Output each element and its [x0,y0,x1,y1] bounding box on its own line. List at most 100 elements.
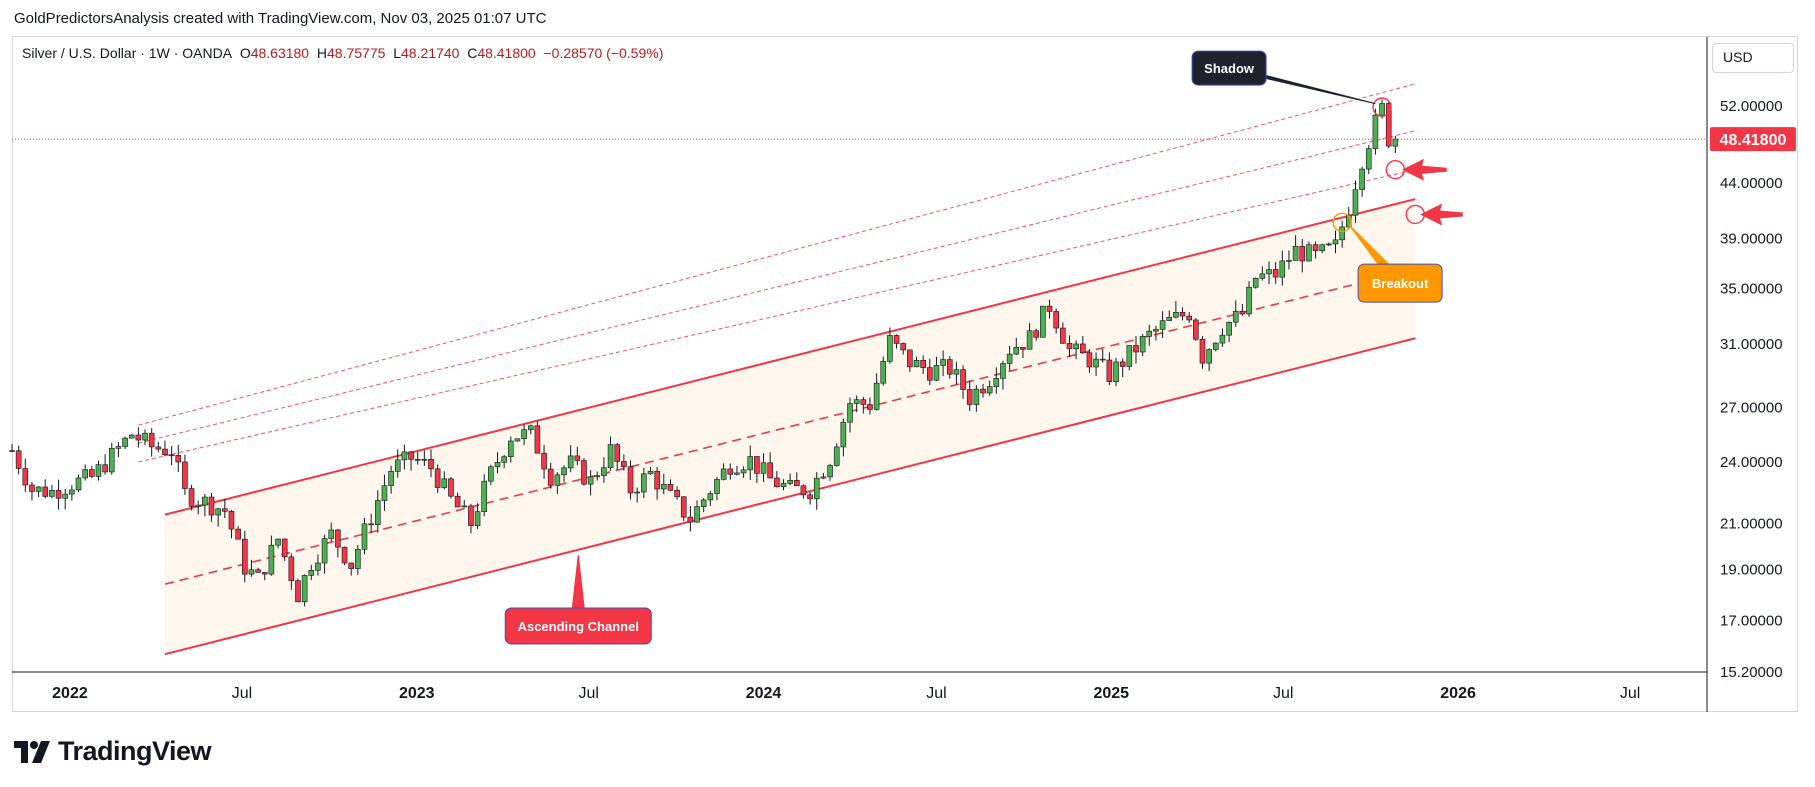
candle-body [1040,305,1046,338]
candle-body [1113,361,1119,382]
candle-body [880,361,887,384]
tradingview-logo-icon [14,740,50,763]
candle-body [893,335,900,344]
candle-body [335,529,341,548]
candle-body [873,382,880,410]
candle-body [960,369,966,390]
candle-body [654,470,660,490]
candle-body [1119,361,1126,367]
current-price-tag-box [1710,127,1796,152]
candle-body [581,460,587,485]
candle-body [308,570,315,576]
x-tick-label: 2023 [399,685,435,702]
candle-body [920,359,926,368]
candle-body [707,493,714,501]
candle-body [102,464,108,473]
candle-body [315,562,321,571]
breakout-callout-label: Breakout [1372,276,1429,291]
candle-body [966,389,973,405]
candle-body [1379,103,1385,116]
candle-body [155,446,162,450]
candle-body [667,484,674,491]
candle-body [408,451,414,460]
chart-frame[interactable] [12,36,1798,712]
close-label: C [467,45,478,61]
candle-body [787,480,793,484]
candle-body [1312,244,1319,252]
candle-body [215,508,221,516]
candle-body [235,528,241,540]
candle-body [228,510,235,530]
candle-body [241,538,248,575]
candle-body [720,468,727,480]
candle-body [414,459,421,461]
outer-trend-line-2 [138,130,1416,444]
candle-body [953,369,960,375]
candle-body [1166,316,1173,321]
candle-body [208,496,215,516]
close-value: 48.41800 [477,45,536,61]
candle-body [927,367,933,381]
candle-body [541,452,547,470]
candle-body [162,448,168,456]
candle-body [1093,358,1099,368]
candle-body [660,484,667,490]
x-tick-label: Jul [1273,685,1293,702]
candle-body [527,425,534,430]
high-label: H [316,45,328,61]
candle-body [793,480,800,487]
candle-body [621,461,627,468]
candle-body [767,462,773,479]
candle-body [488,466,494,482]
candle-body [980,388,986,394]
candle-body [993,378,1000,387]
tradingview-logo[interactable]: TradingView [14,736,212,767]
candle-body [1306,244,1312,262]
candle-body [561,467,567,476]
candle-body [374,500,381,526]
y-tick-label: 35.00000 [1720,280,1783,297]
candle-body [1133,345,1139,353]
candle-body [1079,343,1086,354]
candle-body [907,349,913,368]
candle-body [69,489,75,495]
candle-body [1066,343,1073,350]
candle-body [1392,138,1399,147]
symbol-title[interactable]: Silver / U.S. Dollar · 1W · OANDA [22,45,233,61]
candle-body [461,505,468,508]
candle-body [1352,189,1359,216]
candle-body [774,477,780,488]
candle-body [434,468,441,488]
candle-body [813,477,820,500]
symbol-legend: Silver / U.S. Dollar · 1W · OANDA O48.63… [22,45,663,61]
candle-body [202,496,208,506]
ascending-channel-callout-label: Ascending Channel [518,619,639,634]
candle-body [35,486,42,492]
candle-body [1239,310,1246,315]
candle-body [188,488,195,507]
candle-body [89,469,95,477]
ascending-channel-callout-box [504,607,652,645]
ascending-channel-callout: Ascending Channel [504,555,652,645]
candle-body [534,425,541,454]
candle-body [195,504,202,507]
candle-body [62,493,69,499]
candle-body [514,438,521,442]
candle-body [441,478,448,488]
candle-body [827,465,833,478]
candle-body [355,549,361,569]
currency-selector[interactable]: USD [1712,43,1794,73]
y-tick-label: 24.00000 [1720,454,1783,471]
candle-body [1086,352,1093,368]
candle-body [1319,244,1326,252]
candle-body [281,538,288,558]
candle-body [913,359,920,368]
candle-body [49,490,55,497]
channel-fill [165,199,1416,655]
candle-body [887,335,893,362]
candle-body [986,386,993,394]
y-tick-label: 44.00000 [1720,175,1783,192]
candle-body [900,343,907,351]
candle-body [175,455,182,463]
